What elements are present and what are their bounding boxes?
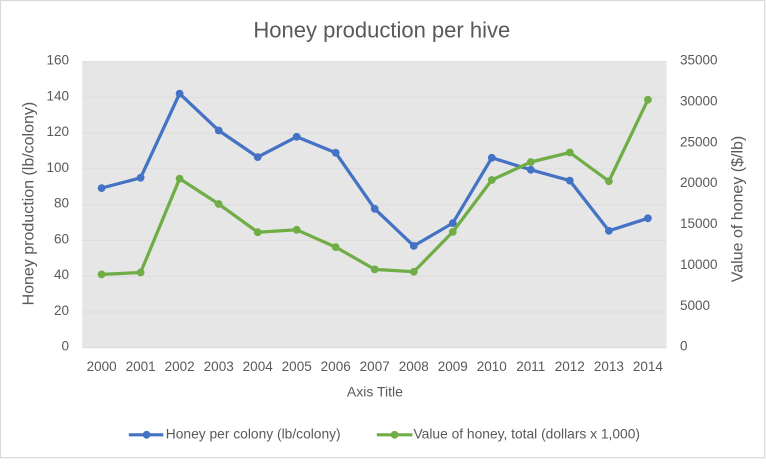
svg-text:2004: 2004 bbox=[243, 359, 274, 374]
svg-text:80: 80 bbox=[54, 196, 69, 211]
svg-text:2003: 2003 bbox=[204, 359, 234, 374]
svg-text:15000: 15000 bbox=[680, 216, 718, 231]
svg-text:0: 0 bbox=[61, 339, 69, 354]
svg-text:Value of honey, total (dollars: Value of honey, total (dollars x 1,000) bbox=[414, 427, 641, 442]
svg-text:2006: 2006 bbox=[321, 359, 351, 374]
svg-text:140: 140 bbox=[46, 88, 69, 103]
svg-text:2008: 2008 bbox=[399, 359, 429, 374]
svg-text:2002: 2002 bbox=[165, 359, 195, 374]
svg-text:100: 100 bbox=[46, 160, 69, 175]
svg-text:5000: 5000 bbox=[680, 298, 710, 313]
svg-text:2005: 2005 bbox=[282, 359, 312, 374]
svg-text:2000: 2000 bbox=[87, 359, 117, 374]
svg-text:2013: 2013 bbox=[594, 359, 624, 374]
svg-text:30000: 30000 bbox=[680, 93, 718, 108]
svg-text:35000: 35000 bbox=[680, 53, 718, 68]
svg-text:2014: 2014 bbox=[633, 359, 664, 374]
svg-text:Axis Title: Axis Title bbox=[347, 384, 403, 400]
svg-text:10000: 10000 bbox=[680, 257, 718, 272]
svg-text:160: 160 bbox=[46, 53, 69, 68]
svg-text:Value of honey ($/lb): Value of honey ($/lb) bbox=[730, 136, 747, 282]
svg-text:2010: 2010 bbox=[477, 359, 507, 374]
svg-text:Honey per colony (lb/colony): Honey per colony (lb/colony) bbox=[166, 427, 341, 442]
svg-text:40: 40 bbox=[54, 267, 69, 282]
svg-text:2012: 2012 bbox=[555, 359, 585, 374]
svg-text:120: 120 bbox=[46, 124, 69, 139]
svg-text:20000: 20000 bbox=[680, 175, 718, 190]
svg-text:Honey production per hive: Honey production per hive bbox=[253, 18, 510, 43]
svg-text:20: 20 bbox=[54, 303, 69, 318]
svg-text:25000: 25000 bbox=[680, 134, 718, 149]
svg-text:2011: 2011 bbox=[516, 359, 545, 374]
svg-text:2001: 2001 bbox=[126, 359, 156, 374]
svg-text:0: 0 bbox=[680, 339, 688, 354]
svg-text:2007: 2007 bbox=[360, 359, 390, 374]
svg-text:60: 60 bbox=[54, 231, 69, 246]
svg-text:Honey production (lb/colony): Honey production (lb/colony) bbox=[21, 102, 38, 306]
svg-text:2009: 2009 bbox=[438, 359, 468, 374]
